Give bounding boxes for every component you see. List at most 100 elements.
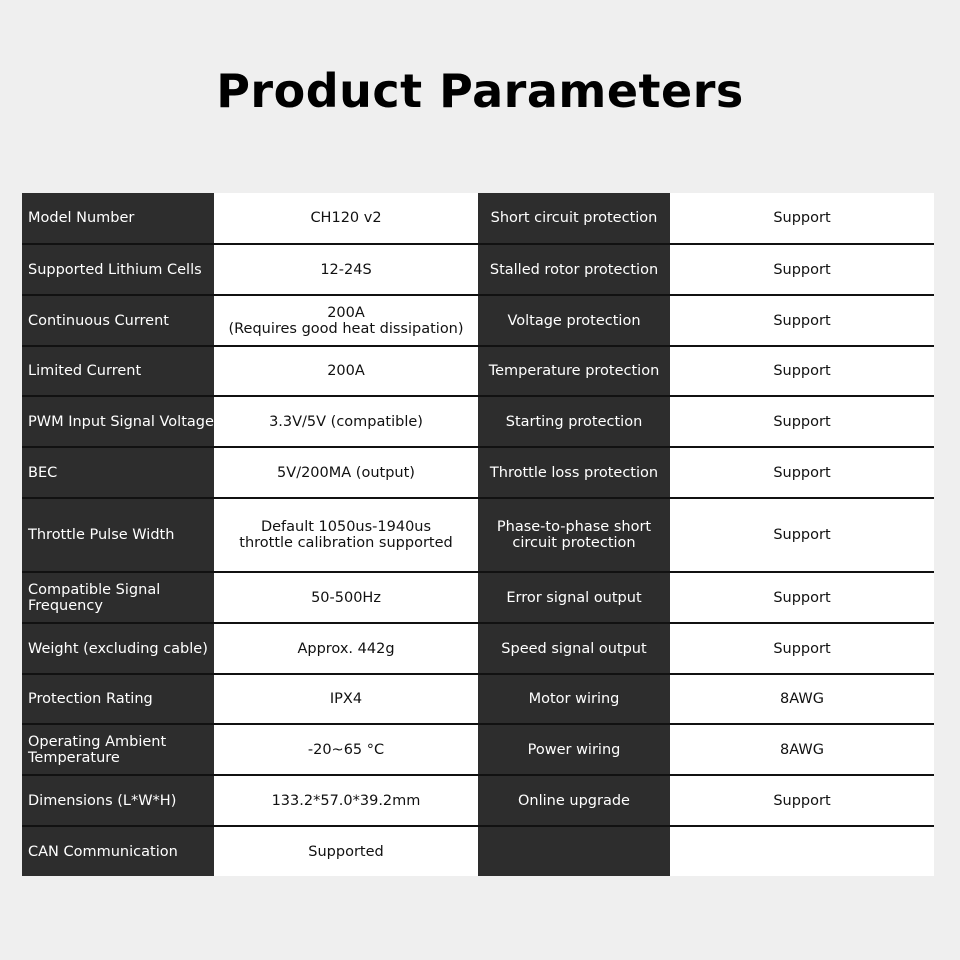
param-value-cell: 12-24S — [214, 245, 478, 294]
param-value-cell: Support — [670, 624, 934, 673]
param-label: Motor wiring — [528, 691, 620, 707]
param-label: Power wiring — [527, 741, 621, 758]
param-value-cell: Support — [670, 448, 934, 497]
parameters-table: Model Number CH120 v2 Short circuit protec… — [22, 193, 934, 876]
param-value-cell: 133.2*57.0*39.2mm — [214, 776, 478, 825]
param-value-cell: Support — [670, 245, 934, 294]
param-label-cell: Phase-to-phase short circuit protection — [478, 499, 670, 571]
table-row: BEC 5V/200MA (output) Throttle loss protec… — [22, 446, 934, 497]
param-value-cell — [670, 827, 934, 876]
table-row: Model Number CH120 v2 Short circuit protec… — [22, 193, 934, 243]
table-row: PWM Input Signal Voltage 3.3V/5V (compati… — [22, 395, 934, 446]
param-label-cell: Throttle Pulse Width — [22, 499, 214, 571]
table-row: Limited Current 200A Temperature protectio… — [22, 345, 934, 395]
param-label-cell: Power wiring — [478, 725, 670, 774]
param-label-cell: Protection Rating — [22, 675, 214, 723]
param-label: Starting protection — [505, 413, 643, 430]
param-label: Voltage protection — [507, 312, 641, 329]
param-value: Support — [773, 363, 831, 379]
param-value-cell: Support — [670, 347, 934, 395]
param-label-cell: Operating Ambient Temperature — [22, 725, 214, 774]
param-label: Limited Current — [28, 363, 142, 379]
param-value-cell: 50-500Hz — [214, 573, 478, 622]
param-value: -20~65 °C — [307, 741, 385, 758]
param-value: Default 1050us-1940us throttle calibrati… — [239, 519, 453, 551]
param-value-cell: 8AWG — [670, 725, 934, 774]
param-label-cell — [478, 827, 670, 876]
param-value-cell: Support — [670, 499, 934, 571]
param-value: IPX4 — [329, 691, 363, 707]
table-row: Supported Lithium Cells 12-24S Stalled rot… — [22, 243, 934, 294]
param-label: Supported Lithium Cells — [28, 261, 202, 278]
param-value: Supported — [308, 843, 384, 860]
param-label: Speed signal output — [501, 640, 647, 657]
param-label: Dimensions (L*W*H) — [28, 792, 177, 809]
param-label-cell: Motor wiring — [478, 675, 670, 723]
param-value-cell: 5V/200MA (output) — [214, 448, 478, 497]
param-value-cell: Support — [670, 776, 934, 825]
param-label: Phase-to-phase short circuit protection — [496, 519, 652, 551]
param-value: 12-24S — [320, 261, 372, 278]
param-label-cell: Model Number — [22, 193, 214, 243]
param-label-cell: Temperature protection — [478, 347, 670, 395]
param-value: CH120 v2 — [310, 210, 382, 226]
param-value-cell: Support — [670, 296, 934, 345]
param-label-cell: Online upgrade — [478, 776, 670, 825]
param-value: Support — [773, 589, 831, 606]
param-value-cell: Supported — [214, 827, 478, 876]
table-row: Operating Ambient Temperature -20~65 °C Po… — [22, 723, 934, 774]
param-label-cell: Supported Lithium Cells — [22, 245, 214, 294]
param-label-cell: Dimensions (L*W*H) — [22, 776, 214, 825]
param-value: Support — [773, 527, 831, 543]
param-label: Online upgrade — [518, 792, 630, 809]
param-value: Support — [773, 464, 831, 481]
param-value: 8AWG — [780, 741, 824, 758]
param-label-cell: Starting protection — [478, 397, 670, 446]
param-label: Error signal output — [506, 589, 642, 606]
param-label-cell: PWM Input Signal Voltage — [22, 397, 214, 446]
param-label-cell: BEC — [22, 448, 214, 497]
param-value: Support — [773, 413, 831, 430]
param-value-cell: IPX4 — [214, 675, 478, 723]
param-value: Support — [773, 261, 831, 278]
param-value-cell: Support — [670, 573, 934, 622]
param-value: Approx. 442g — [297, 640, 395, 657]
param-label: CAN Communication — [28, 843, 178, 860]
param-label: Temperature protection — [488, 363, 660, 379]
param-value-cell: Default 1050us-1940us throttle calibrati… — [214, 499, 478, 571]
param-value-cell: Support — [670, 397, 934, 446]
param-label-cell: CAN Communication — [22, 827, 214, 876]
param-value-cell: 8AWG — [670, 675, 934, 723]
param-label: Compatible Signal Frequency — [28, 581, 161, 614]
param-value-cell: Approx. 442g — [214, 624, 478, 673]
param-value: 133.2*57.0*39.2mm — [271, 792, 421, 809]
param-value: 8AWG — [780, 691, 824, 707]
param-label-cell: Voltage protection — [478, 296, 670, 345]
param-label-cell: Error signal output — [478, 573, 670, 622]
param-label: Weight (excluding cable) — [28, 640, 208, 657]
param-label-cell: Limited Current — [22, 347, 214, 395]
param-value-cell: CH120 v2 — [214, 193, 478, 243]
param-value: 200A (Requires good heat dissipation) — [228, 304, 464, 337]
param-value-cell: 3.3V/5V (compatible) — [214, 397, 478, 446]
table-row: Continuous Current 200A (Requires good he… — [22, 294, 934, 345]
param-label-cell: Speed signal output — [478, 624, 670, 673]
table-row: Throttle Pulse Width Default 1050us-1940u… — [22, 497, 934, 571]
param-label: Short circuit protection — [490, 210, 658, 226]
param-value: Support — [773, 640, 831, 657]
param-value: Support — [773, 312, 831, 329]
param-label: Continuous Current — [28, 312, 169, 329]
param-label-cell: Throttle loss protection — [478, 448, 670, 497]
param-value: 3.3V/5V (compatible) — [269, 413, 423, 430]
param-label: PWM Input Signal Voltage — [28, 413, 214, 430]
param-label: Operating Ambient Temperature — [28, 733, 167, 766]
param-value: 200A — [327, 363, 365, 379]
table-row: CAN Communication Supported — [22, 825, 934, 876]
param-label: Protection Rating — [28, 691, 153, 707]
table-row: Protection Rating IPX4 Motor wiring 8AWG — [22, 673, 934, 723]
param-label-cell: Stalled rotor protection — [478, 245, 670, 294]
param-label: BEC — [28, 464, 58, 481]
table-row: Weight (excluding cable) Approx. 442g Spee… — [22, 622, 934, 673]
param-label: Throttle loss protection — [489, 464, 659, 481]
param-label-cell: Compatible Signal Frequency — [22, 573, 214, 622]
